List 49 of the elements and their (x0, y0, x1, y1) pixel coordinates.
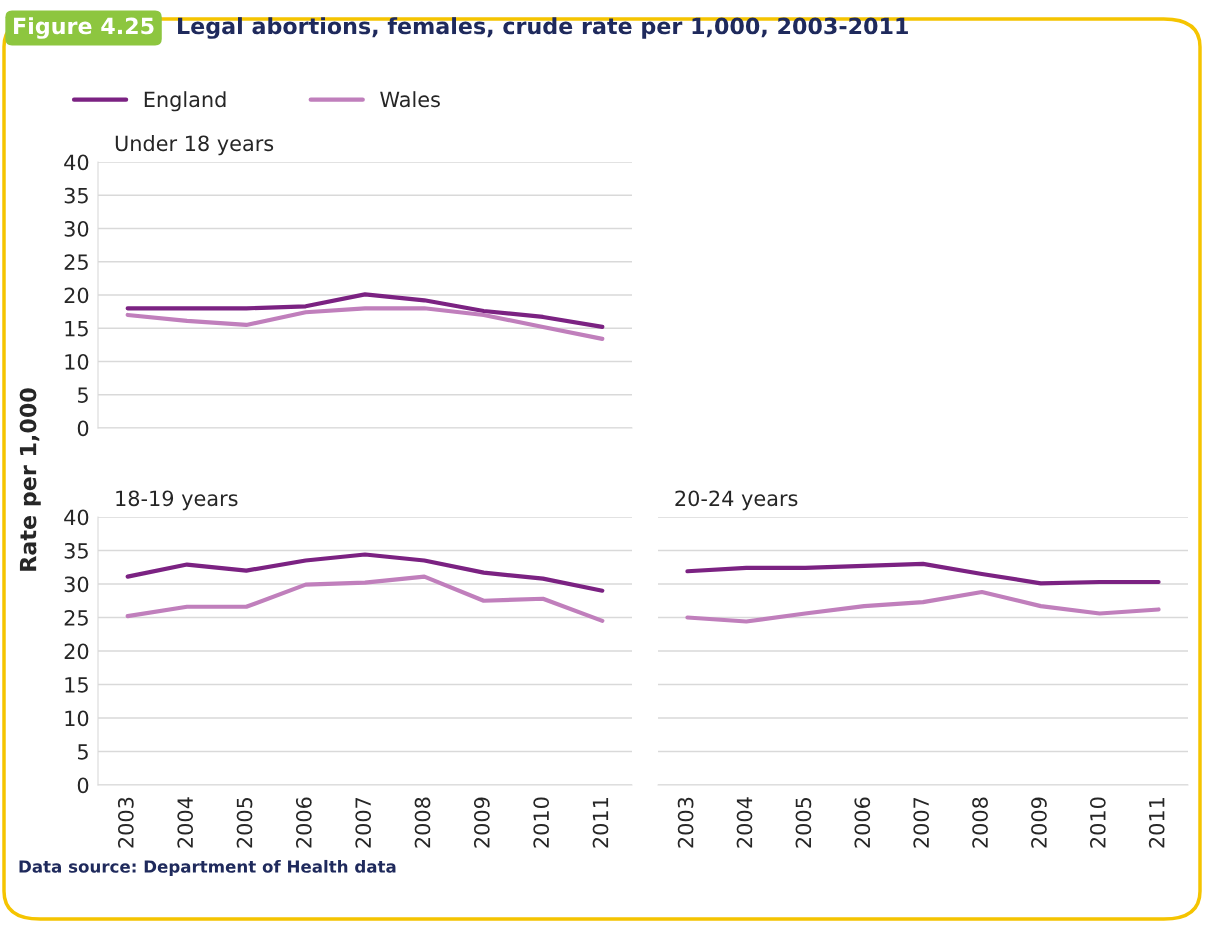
y-tick-label: 5 (78, 387, 88, 403)
line-series (125, 552, 605, 593)
y-tick-label: 25 (64, 609, 88, 626)
source-note: Data source: Department of Health data (19, 859, 396, 877)
y-tick-label: 35 (64, 187, 88, 204)
line-series (125, 574, 605, 623)
legend-label: England (144, 91, 226, 112)
x-tick-label: 2008 (414, 797, 431, 848)
chart-title: 20-24 years (675, 490, 798, 511)
y-tick-label: 30 (64, 576, 89, 593)
line-series (125, 292, 605, 330)
x-tick-label: 2005 (795, 797, 812, 848)
y-tick-label: 25 (64, 254, 88, 270)
y-tick-label: 40 (64, 509, 89, 526)
x-tick-label: 2007 (355, 797, 372, 848)
y-tick-label: 30 (64, 220, 89, 237)
y-tick-label: 15 (65, 677, 88, 693)
x-tick-label: 2003 (117, 797, 134, 848)
x-tick-label: 2007 (913, 797, 930, 848)
x-tick-label: 2006 (854, 797, 871, 848)
y-tick-label: 35 (64, 542, 88, 559)
caption: Figure 4.25 (14, 17, 154, 39)
x-tick-label: 2005 (236, 797, 253, 848)
x-tick-label: 2010 (533, 797, 550, 848)
y-tick-label: 20 (64, 643, 89, 660)
chart-title: Under 18 years (115, 135, 274, 156)
legend-label: Wales (380, 91, 440, 108)
y-tick-label: 0 (77, 420, 89, 437)
chart-title: 18-19 years (116, 490, 238, 511)
text: Legal abortions, females, crude rate per 1,000, 2003-2011 (178, 17, 908, 39)
y-tick-label: 0 (77, 777, 89, 794)
x-tick-label: 2011 (592, 798, 609, 848)
line-series (125, 306, 605, 341)
x-tick-label: 2004 (177, 797, 194, 848)
x-tick-label: 2009 (473, 797, 490, 848)
x-tick-label: 2009 (1031, 797, 1047, 848)
x-tick-label: 2010 (1089, 797, 1106, 848)
y-tick-label: 15 (65, 320, 88, 337)
y-tick-label: 5 (78, 744, 88, 760)
x-tick-label: 2003 (677, 797, 694, 848)
x-tick-label: 2006 (295, 797, 312, 848)
x-tick-label: 2004 (736, 797, 753, 848)
y-tick-label: 40 (64, 154, 89, 171)
y-tick-label: 10 (65, 710, 89, 727)
y-tick-label: 10 (65, 353, 89, 370)
x-tick-label: 2011 (1148, 798, 1165, 848)
y-tick-label: 20 (64, 287, 89, 304)
x-tick-label: 2008 (972, 797, 988, 848)
y-axis-title: Rate per 1,000 (19, 388, 41, 571)
